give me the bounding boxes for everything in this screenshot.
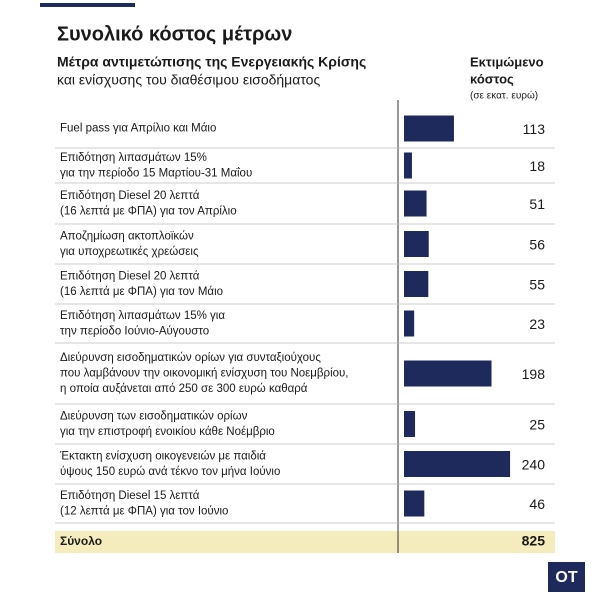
value-label: 240: [522, 457, 546, 473]
total-row-bg: [55, 531, 555, 553]
row-label: Επιδότηση Diesel 15 λεπτά: [60, 490, 200, 502]
accent-bar: [40, 3, 135, 7]
row-label: (16 λεπτά με ΦΠΑ) για τον Απρίλιο: [60, 205, 237, 217]
chart-title: Συνολικό κόστος μέτρων: [57, 23, 292, 45]
value-label: 46: [529, 496, 545, 512]
row-label: η οποία αυξάνεται από 250 σε 300 ευρώ κα…: [60, 383, 308, 395]
row-label: Έκτακτη ενίσχυση οικογενειών με παιδιά: [59, 450, 266, 462]
bar: [404, 190, 427, 217]
bar: [404, 310, 415, 337]
row-label: Επιδότηση Diesel 20 λεπτά: [60, 190, 200, 202]
total-label: Σύνολο: [60, 534, 102, 548]
row-label: Διεύρυνση εισοδηματικών ορίων για συνταξ…: [60, 352, 321, 364]
value-label: 23: [529, 316, 545, 332]
row-label: (12 λεπτά με ΦΠΑ) για τον Ιούνιο: [60, 505, 228, 517]
subtitle: Μέτρα αντιμετώπισης της Ενεργειακής Κρίσ…: [57, 54, 366, 70]
row-label: την περίοδο Ιούνιο-Αύγουστο: [60, 325, 209, 337]
row-label: για υποχρεωτικές χρεώσεις: [60, 246, 199, 258]
bar: [404, 231, 429, 257]
value-header: Εκτιμώμενο: [470, 54, 544, 69]
logo-box: [548, 562, 585, 592]
total-value: 825: [522, 533, 546, 549]
row-label: Fuel pass για Απρίλιο και Μάιο: [60, 123, 216, 135]
value-label: 56: [529, 237, 545, 253]
bar: [404, 451, 511, 477]
value-label: 113: [523, 121, 546, 137]
row-label: Επιδότηση λιπασμάτων 15%: [60, 152, 207, 164]
bar: [404, 490, 425, 517]
bar: [404, 271, 429, 297]
value-header-unit: (σε εκατ. ευρώ): [470, 90, 538, 102]
row-label: Επιδότηση λιπασμάτων 15% για: [60, 310, 225, 322]
bar: [404, 115, 454, 142]
row-label: που λαμβάνουν την οικονομική ενίσχυση το…: [60, 368, 349, 380]
bar: [404, 152, 412, 179]
row-label: Επιδότηση Diesel 20 λεπτά: [60, 270, 200, 282]
value-label: 51: [529, 196, 545, 212]
value-label: 198: [522, 366, 546, 382]
row-label: Διεύρυνση των εισοδηματικών ορίων: [60, 410, 248, 422]
row-label: για την περίοδο 15 Μαρτίου-31 Μαΐου: [60, 167, 252, 179]
bar: [404, 360, 492, 387]
value-label: 55: [529, 277, 545, 293]
logo: ΟΤ: [555, 569, 577, 586]
value-label: 25: [529, 417, 545, 433]
value-label: 18: [529, 158, 545, 174]
bar: [404, 411, 416, 437]
value-header: κόστος: [470, 71, 514, 86]
row-label: για την επιστροφή ενοικίου κάθε Νοέμβριο: [60, 426, 275, 438]
row-label: Αποζημίωση ακτοπλοϊκών: [60, 230, 194, 242]
row-label: ύψους 150 ευρώ ανά τέκνο τον μήνα Ιούνιο: [60, 466, 280, 478]
subtitle: και ενίσχυσης του διαθέσιμου εισοδήματος: [57, 72, 320, 88]
row-label: (16 λεπτά με ΦΠΑ) για τον Μάιο: [60, 286, 223, 298]
